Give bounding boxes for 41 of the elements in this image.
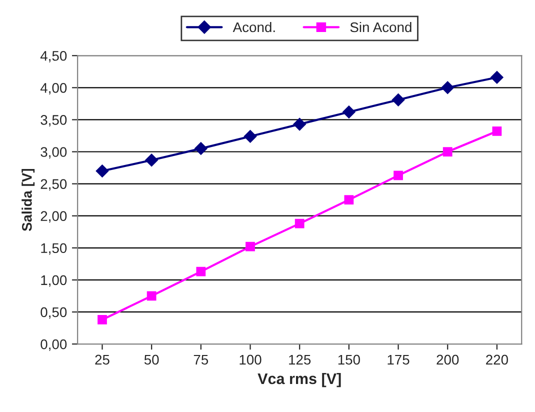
point [96, 164, 109, 178]
point [342, 106, 356, 118]
x-tick-label: 100 [240, 354, 262, 365]
y-tick-label: 1,00 [41, 275, 67, 287]
point [492, 126, 502, 136]
y-tick-label: 0,00 [40, 339, 67, 351]
x-tick-label: 50 [144, 354, 159, 365]
point [394, 170, 403, 180]
point [293, 118, 306, 131]
y-tick-label: 4,00 [40, 83, 67, 94]
x-tick-label: 25 [95, 354, 110, 365]
y-tick-label: 3,00 [40, 147, 67, 159]
x-axis-title: Vca rms [V] [258, 372, 341, 388]
x-tick-label: 220 [486, 354, 508, 365]
y-tick-label: 1,50 [41, 243, 67, 255]
point [244, 130, 257, 143]
point [98, 314, 107, 324]
point [146, 291, 156, 301]
y-tick-label: 2,50 [40, 179, 67, 191]
x-tick-label: 75 [194, 354, 208, 365]
point [392, 93, 405, 106]
point [194, 142, 208, 155]
x-tick-label: 150 [338, 354, 360, 365]
point [246, 242, 255, 252]
y-axis-title: Salida [V] [22, 168, 35, 232]
x-tick-label: 125 [289, 354, 311, 365]
x-tick-label: 175 [388, 354, 410, 365]
y-tick-label: 3,50 [40, 115, 67, 127]
legend-label: Sin Acond [350, 22, 412, 32]
y-tick-label: 2,00 [40, 211, 67, 223]
point [294, 218, 304, 228]
point [441, 81, 454, 94]
point [442, 147, 452, 156]
y-tick-label: 4,50 [40, 50, 67, 62]
point [490, 71, 504, 84]
point [196, 266, 206, 276]
y-tick-label: 0,50 [40, 307, 67, 319]
legend-label: Acond. [232, 22, 275, 32]
x-tick-label: 200 [436, 354, 459, 365]
point [344, 195, 354, 205]
point [145, 154, 158, 166]
